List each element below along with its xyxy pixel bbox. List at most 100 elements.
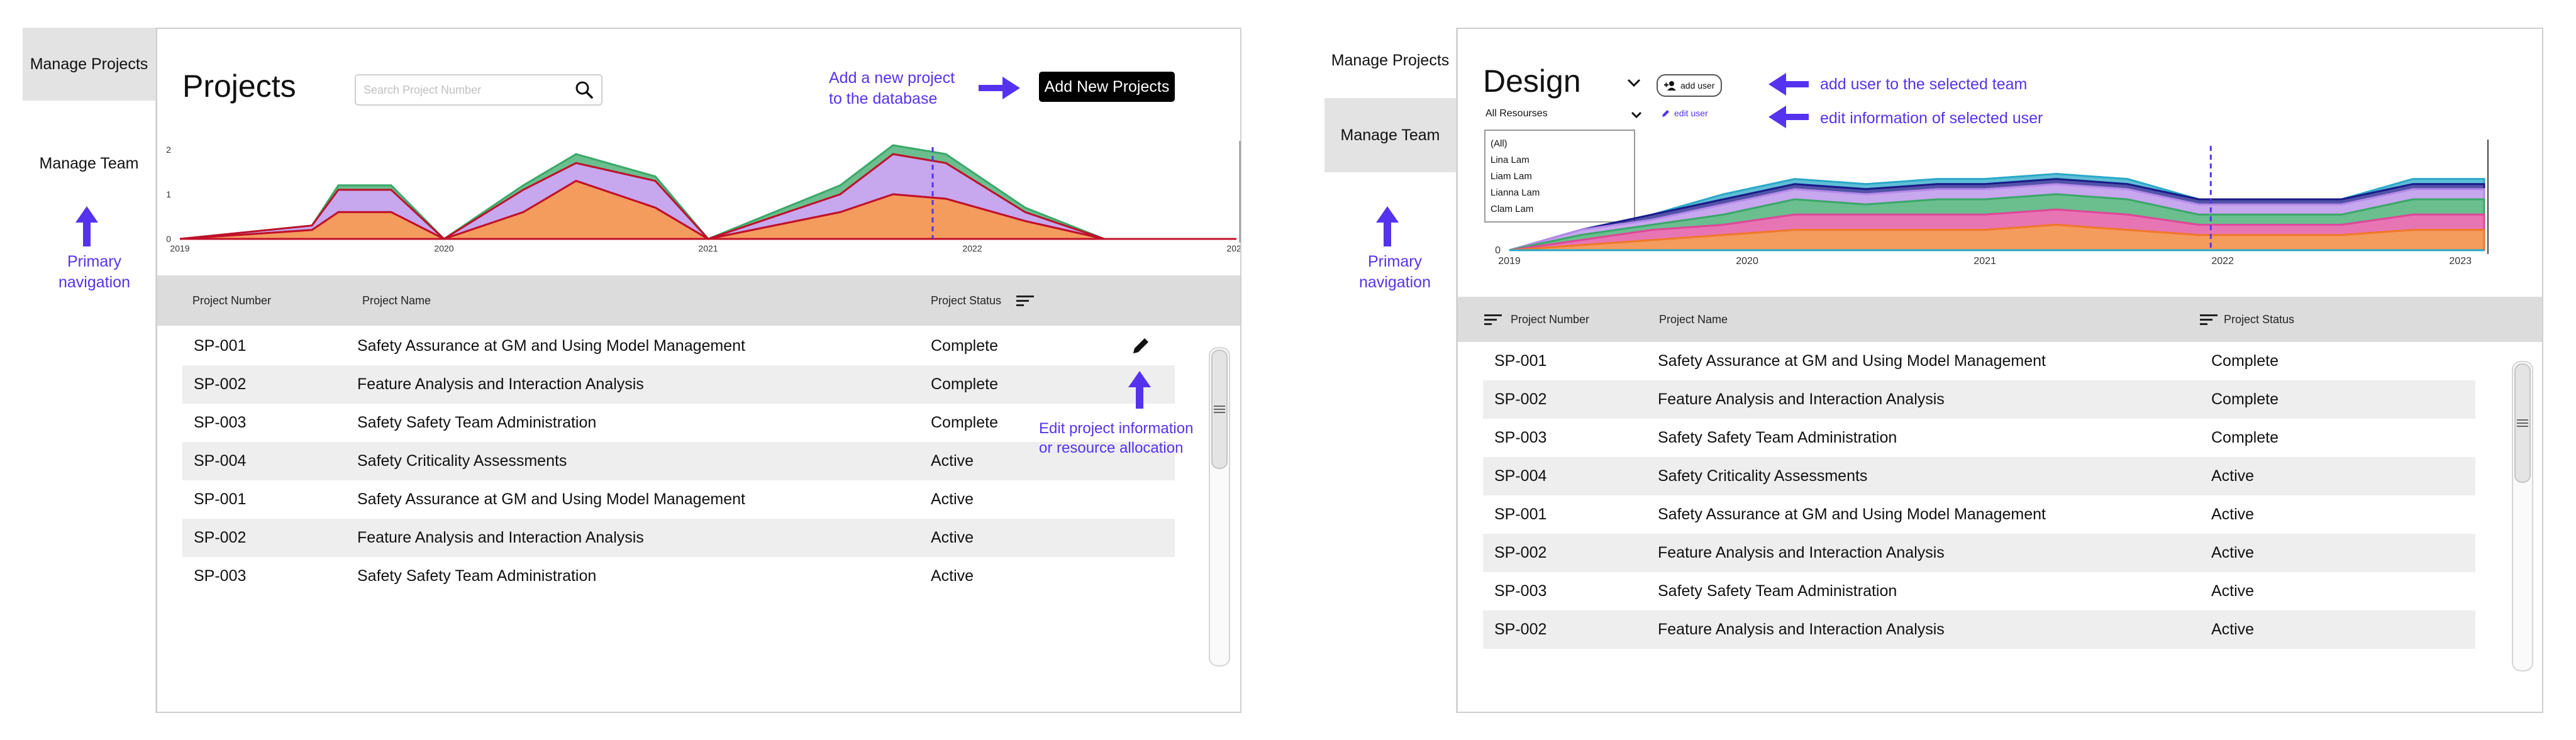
project-status-cell: Active	[2211, 582, 2255, 600]
col-project-name[interactable]: Project Name	[1659, 313, 1728, 326]
add-user-label: add user	[1680, 80, 1715, 91]
table-row[interactable]: SP-004 Safety Criticality Assessments Acti…	[1483, 457, 2475, 495]
edit-pencil-icon[interactable]	[1131, 336, 1151, 356]
y-tick-label: 2	[166, 145, 171, 155]
project-number-cell: SP-002	[1494, 544, 1547, 561]
project-name-cell: Safety Safety Team Administration	[1658, 582, 1897, 600]
table-row[interactable]: SP-002 Feature Analysis and Interaction A…	[182, 365, 1175, 404]
project-status-cell: Active	[931, 529, 974, 546]
resource-option[interactable]: Lianna Lam	[1491, 187, 1540, 198]
right-team-window	[1457, 28, 2543, 713]
add-project-arrow	[979, 77, 1020, 99]
sort-icon[interactable]	[1484, 313, 1503, 327]
y-tick-label: 0	[1495, 245, 1501, 256]
edit-annotation: Edit project information or resource all…	[1039, 420, 1194, 457]
project-name-cell: Safety Criticality Assessments	[357, 452, 567, 470]
add-user-button[interactable]: add user	[1657, 74, 1723, 97]
right-scrollbar[interactable]	[2512, 361, 2533, 671]
col-project-number[interactable]: Project Number	[1511, 313, 1590, 326]
add-new-projects-button[interactable]: Add New Projects	[1039, 72, 1175, 102]
project-number-cell: SP-004	[194, 452, 247, 470]
table-row[interactable]: SP-002 Feature Analysis and Interaction A…	[1483, 534, 2475, 572]
col-project-name[interactable]: Project Name	[362, 294, 431, 307]
edit-user-link[interactable]: edit user	[1662, 108, 1708, 118]
left-table-header: Project Number Project Name Project Stat…	[157, 275, 1240, 326]
y-tick-label: 0	[166, 234, 171, 244]
x-tick-label: 2023	[1226, 243, 1240, 253]
project-number-cell: SP-001	[1494, 505, 1547, 523]
project-status-cell: Complete	[2211, 429, 2279, 446]
nav-manage-projects[interactable]: Manage Projects	[23, 28, 155, 101]
search-project-number[interactable]: Search Project Number	[355, 74, 602, 106]
search-icon[interactable]	[575, 80, 594, 99]
project-name-cell: Safety Safety Team Administration	[357, 567, 597, 585]
resource-option[interactable]: Clam Lam	[1491, 204, 1534, 214]
page-title-design: Design	[1483, 64, 1581, 99]
project-name-cell: Safety Safety Team Administration	[1658, 429, 1897, 446]
table-row[interactable]: SP-003 Safety Safety Team Administration C…	[182, 404, 1175, 442]
project-name-cell: Safety Assurance at GM and Using Model M…	[357, 337, 745, 355]
col-project-status[interactable]: Project Status	[2224, 313, 2295, 326]
project-name-cell: Safety Assurance at GM and Using Model M…	[1658, 505, 2046, 523]
x-tick-label: 2020	[434, 243, 453, 253]
chevron-down-icon	[1630, 111, 1643, 119]
right-nav-annotation: Primary navigation	[1359, 253, 1431, 291]
project-number-cell: SP-002	[194, 529, 247, 546]
search-placeholder: Search Project Number	[364, 83, 482, 96]
table-row[interactable]: SP-003 Safety Safety Team Administration A…	[182, 557, 1175, 595]
project-number-cell: SP-002	[1494, 621, 1547, 638]
resource-select[interactable]: All Resourses	[1485, 108, 1643, 126]
table-row[interactable]: SP-003 Safety Safety Team Administration C…	[1483, 419, 2475, 457]
resource-select-value: All Resourses	[1485, 108, 1548, 119]
project-name-cell: Safety Criticality Assessments	[1658, 467, 1868, 485]
table-row[interactable]: SP-002 Feature Analysis and Interaction A…	[182, 519, 1175, 557]
table-row[interactable]: SP-002 Feature Analysis and Interaction A…	[1483, 380, 2475, 419]
table-row[interactable]: SP-001 Safety Assurance at GM and Using M…	[182, 480, 1175, 519]
y-tick-label: 1	[166, 189, 171, 199]
table-row[interactable]: SP-004 Safety Criticality Assessments Acti…	[182, 442, 1175, 480]
add-user-arrow	[1768, 73, 1809, 96]
edit-user-label: edit user	[1674, 108, 1708, 118]
nav-manage-team[interactable]: Manage Team	[1324, 98, 1456, 172]
project-number-cell: SP-001	[194, 337, 247, 355]
sort-icon[interactable]	[1016, 294, 1035, 308]
col-project-status[interactable]: Project Status	[931, 294, 1002, 307]
x-tick-label: 2023	[2449, 256, 2472, 267]
resource-option[interactable]: Lina Lam	[1491, 155, 1530, 165]
resource-option[interactable]: Liam Lam	[1491, 171, 1532, 182]
right-table-header: Project Number Project Name Project Stat…	[1458, 297, 2542, 342]
nav-manage-projects[interactable]: Manage Projects	[1331, 51, 1450, 69]
table-row[interactable]: SP-001 Safety Assurance at GM and Using M…	[1483, 342, 2475, 380]
nav-manage-team[interactable]: Manage Team	[39, 154, 139, 172]
project-status-cell: Active	[931, 490, 974, 508]
project-status-cell: Active	[2211, 467, 2255, 485]
table-row[interactable]: SP-001 Safety Assurance at GM and Using M…	[182, 327, 1175, 365]
table-row[interactable]: SP-002 Feature Analysis and Interaction A…	[1483, 610, 2475, 649]
project-name-cell: Safety Assurance at GM and Using Model M…	[357, 490, 745, 508]
project-number-cell: SP-002	[1494, 390, 1547, 408]
right-nav-arrow	[1376, 206, 1399, 246]
right-scroll-thumb[interactable]	[2514, 363, 2531, 483]
chevron-down-icon[interactable]	[1626, 78, 1641, 88]
left-nav-annotation: Primary navigation	[58, 253, 130, 291]
resource-option[interactable]: (All)	[1491, 138, 1507, 149]
right-primary-nav: Manage Projects Manage Team	[1324, 28, 1457, 713]
left-scroll-thumb[interactable]	[1211, 350, 1228, 469]
sort-icon[interactable]	[2200, 313, 2219, 327]
project-status-cell: Active	[2211, 544, 2255, 561]
project-status-cell: Complete	[931, 337, 998, 355]
x-tick-label: 2022	[962, 243, 982, 253]
project-status-cell: Active	[931, 567, 974, 585]
project-number-cell: SP-003	[194, 567, 247, 585]
left-scrollbar[interactable]	[1209, 347, 1230, 666]
x-tick-label: 2020	[1736, 256, 1758, 267]
col-project-number[interactable]: Project Number	[192, 294, 272, 307]
resource-list[interactable]: (All) Lina Lam Liam Lam Lianna Lam Clam …	[1484, 130, 1635, 223]
project-name-cell: Feature Analysis and Interaction Analysi…	[357, 529, 644, 546]
left-nav-arrow	[75, 206, 98, 246]
project-number-cell: SP-001	[194, 490, 247, 508]
table-row[interactable]: SP-003 Safety Safety Team Administration A…	[1483, 572, 2475, 610]
project-number-cell: SP-003	[1494, 582, 1547, 600]
table-row[interactable]: SP-001 Safety Assurance at GM and Using M…	[1483, 495, 2475, 534]
